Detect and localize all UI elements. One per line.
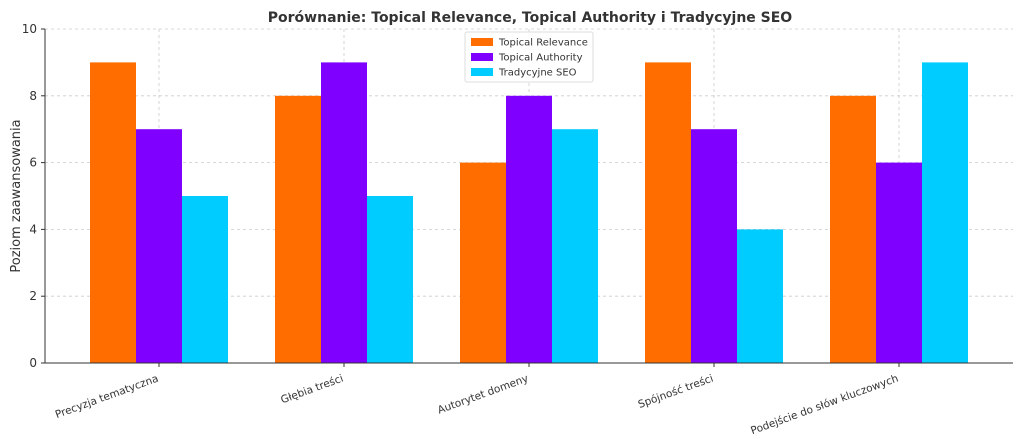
bar — [876, 162, 922, 363]
chart-title: Porównanie: Topical Relevance, Topical A… — [268, 10, 793, 26]
x-ticks: Precyzja tematyczna Głębia treści Autoryte… — [54, 363, 900, 437]
bar — [321, 62, 367, 364]
bar — [645, 62, 691, 364]
legend-swatch — [471, 38, 493, 46]
legend-label: Topical Relevance — [498, 38, 588, 49]
x-tick-label: Podejście do słów kluczowych — [749, 373, 900, 438]
legend-box — [464, 31, 594, 83]
bars — [90, 62, 968, 364]
bar — [275, 95, 321, 364]
legend-label: Tradycyjne SEO — [498, 68, 577, 79]
y-tick-label: 6 — [29, 156, 37, 170]
bar — [136, 129, 182, 363]
legend: Topical Relevance Topical Authority Tradyc… — [464, 31, 594, 83]
legend-swatch — [471, 68, 493, 76]
y-tick-label: 2 — [29, 289, 37, 303]
x-tick-label: Głębia treści — [279, 373, 345, 407]
bar — [830, 95, 876, 364]
x-tick-label: Spójność treści — [637, 373, 715, 411]
bar — [182, 196, 228, 363]
y-axis-label: Poziom zaawansowania — [9, 119, 24, 272]
bar — [460, 162, 506, 363]
legend-label: Topical Authority — [498, 53, 583, 64]
bar — [922, 62, 968, 364]
bar — [552, 129, 598, 363]
y-tick-label: 8 — [29, 89, 37, 103]
bar — [691, 129, 737, 363]
y-ticks: 0 2 4 6 8 10 — [22, 22, 45, 370]
y-tick-label: 0 — [29, 356, 37, 370]
bar — [737, 229, 783, 363]
bar — [90, 62, 136, 364]
bar — [506, 95, 552, 364]
x-tick-label: Autorytet domeny — [436, 373, 530, 417]
x-tick-label: Precyzja tematyczna — [54, 373, 160, 421]
bar — [367, 196, 413, 363]
legend-swatch — [471, 53, 493, 61]
y-tick-label: 10 — [22, 22, 37, 36]
y-tick-label: 4 — [29, 222, 37, 236]
